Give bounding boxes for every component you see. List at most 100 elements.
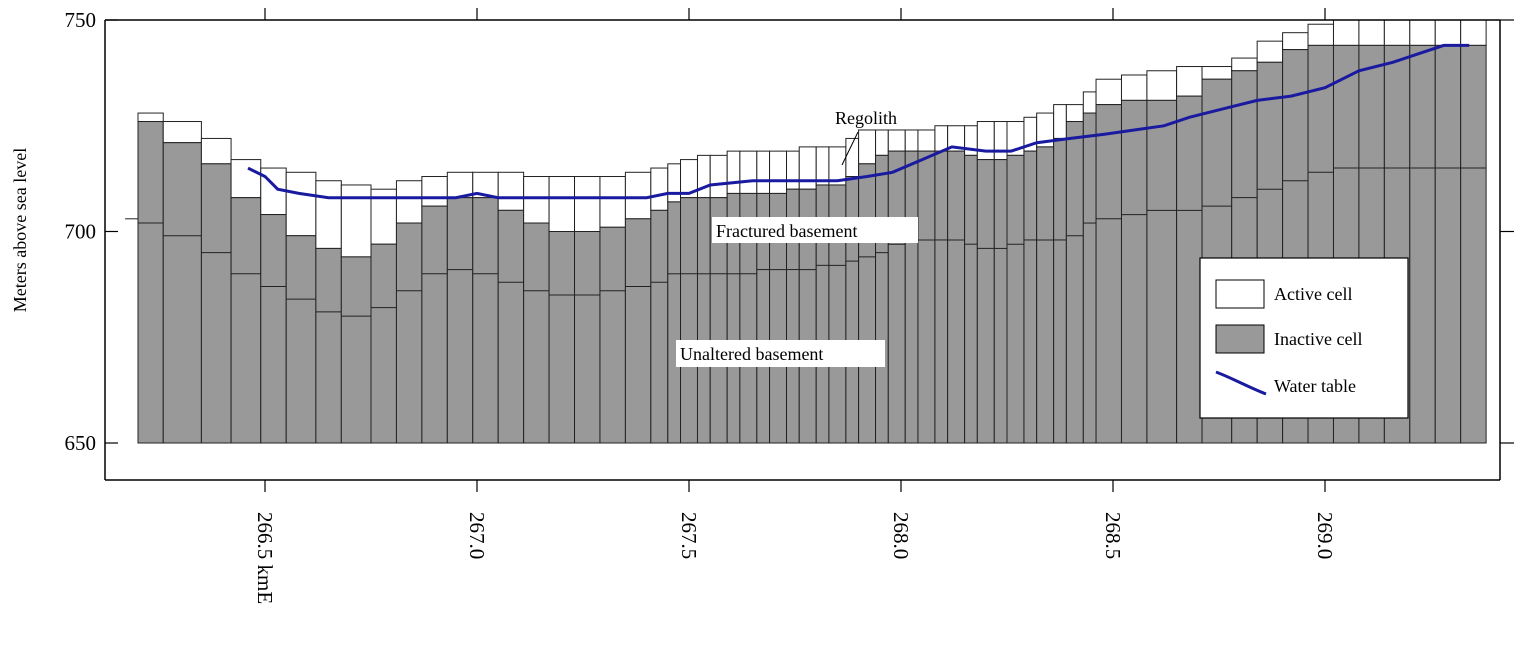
inactive-cell: [230, 197, 262, 444]
active-cell: [1053, 104, 1067, 139]
inactive-cell: [574, 231, 601, 444]
active-cell: [993, 121, 1008, 161]
legend-label-inactive: Inactive cell: [1274, 329, 1362, 349]
x-tick-label: 269.0: [1313, 512, 1337, 559]
legend-swatch-active: [1215, 279, 1265, 309]
inactive-cell: [696, 197, 711, 444]
inactive-cell: [964, 154, 978, 444]
active-cell: [523, 176, 550, 224]
inactive-cell: [446, 197, 474, 444]
inactive-cell: [887, 150, 906, 444]
active-cell: [1095, 78, 1122, 106]
active-cell: [650, 167, 669, 211]
inactive-cell: [523, 222, 550, 444]
legend-swatch-water-table: [1215, 370, 1267, 396]
inactive-cell: [599, 226, 626, 444]
inactive-cell: [1065, 121, 1084, 444]
inactive-cell: [1053, 137, 1067, 444]
layer-boundaries: [125, 167, 1487, 317]
inactive-cell: [667, 201, 682, 444]
active-cell: [230, 159, 262, 199]
active-cell: [667, 163, 682, 203]
inactive-cell: [395, 222, 423, 444]
inactive-cell: [340, 256, 372, 444]
x-tick-label: 266.5 kmE: [253, 512, 277, 604]
x-tick-label: 268.0: [889, 512, 913, 559]
active-cell: [285, 171, 317, 237]
active-cell: [340, 184, 372, 258]
active-cell: [574, 176, 601, 232]
active-cell: [1409, 19, 1436, 46]
inactive-cell: [917, 150, 936, 444]
active-cell: [137, 112, 164, 123]
inactive-cell: [285, 235, 317, 444]
y-tick-label: 650: [65, 431, 97, 455]
fractured-label-bg: [712, 217, 918, 243]
active-cell: [769, 150, 788, 194]
inactive-cell: [993, 159, 1008, 444]
inactive-cell: [1434, 44, 1462, 444]
active-cell: [1282, 32, 1309, 51]
active-cell: [1065, 104, 1084, 123]
inactive-cell: [1095, 104, 1122, 444]
inactive-cell: [497, 209, 525, 444]
active-cell: [976, 121, 995, 161]
inactive-cell: [845, 176, 860, 444]
active-cell: [497, 171, 525, 211]
legend-label-active: Active cell: [1274, 284, 1352, 304]
x-tick-label: 267.0: [465, 512, 489, 559]
inactive-cell: [200, 163, 232, 444]
inactive-cell: [1120, 99, 1148, 444]
active-cell: [1231, 57, 1258, 72]
inactive-cell: [162, 142, 202, 444]
active-cell: [1358, 19, 1385, 46]
inactive-cell: [1176, 95, 1203, 444]
axis-ticks: [105, 8, 1514, 492]
inactive-cell: [315, 247, 342, 444]
active-cell: [756, 150, 771, 194]
grid-cells: [137, 19, 1487, 444]
unaltered-label-bg: [676, 340, 885, 367]
active-cell: [1176, 66, 1203, 97]
active-cell: [421, 176, 448, 207]
y-tick-label: 750: [65, 8, 97, 32]
active-cell: [917, 129, 936, 152]
active-cell: [786, 150, 800, 190]
inactive-cell: [421, 205, 448, 444]
inactive-cell: [875, 154, 889, 444]
active-cell: [548, 176, 576, 232]
active-cell: [696, 154, 711, 199]
water-table-line: [247, 43, 1470, 200]
active-cell: [200, 137, 232, 165]
regolith-leader: [841, 131, 859, 166]
active-cell: [798, 146, 817, 190]
active-cell: [739, 150, 758, 194]
active-cell: [162, 121, 202, 144]
inactive-cell: [904, 150, 919, 444]
active-cell: [904, 129, 919, 152]
active-cell: [887, 129, 906, 152]
inactive-cell: [1006, 154, 1025, 444]
y-tick-label: 700: [65, 220, 97, 244]
inactive-cell: [934, 150, 949, 444]
inactive-cell: [137, 121, 164, 444]
legend-swatch-inactive: [1215, 324, 1265, 354]
inactive-cell: [947, 150, 966, 444]
inactive-cell: [1036, 146, 1055, 444]
fractured-basement-label: Fractured basement: [716, 221, 857, 241]
active-cell: [315, 180, 342, 249]
active-cell: [1332, 19, 1360, 46]
active-cell: [1460, 19, 1487, 46]
inactive-cell: [1409, 44, 1436, 444]
inactive-cell: [370, 243, 397, 444]
inactive-cell: [624, 218, 652, 444]
inactive-cell: [858, 163, 877, 444]
inactive-cell: [650, 209, 669, 444]
plot-frame: [104, 19, 1501, 481]
active-cell: [624, 171, 652, 220]
regolith-label: Regolith: [835, 108, 897, 128]
axis-tick-labels: 650 700 750 266.5 kmE 267.0 267.5 268.0 268.5 26…: [65, 8, 1338, 604]
inactive-cell: [1082, 112, 1097, 444]
legend-label-water-table: Water table: [1274, 376, 1356, 396]
